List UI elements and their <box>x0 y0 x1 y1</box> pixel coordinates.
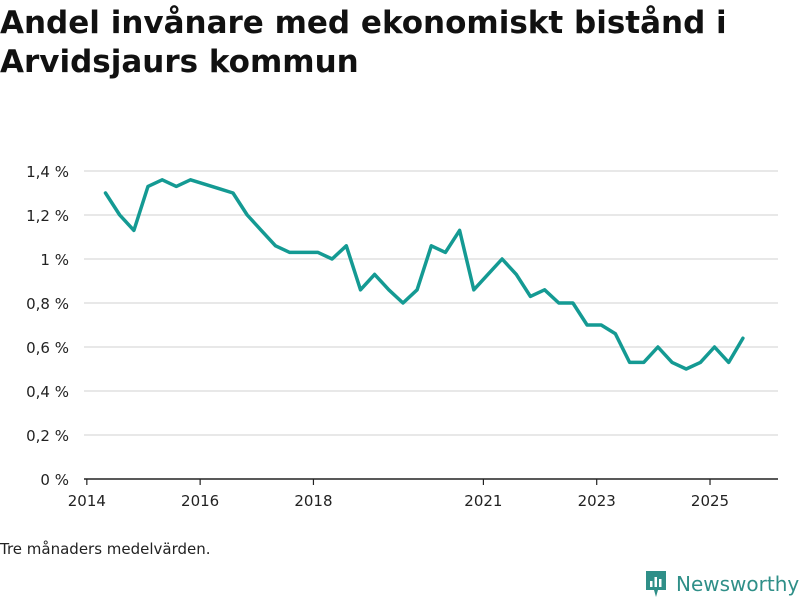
x-tick-label: 2023 <box>578 492 616 510</box>
data-point <box>302 251 306 254</box>
x-tick-label: 2021 <box>464 492 502 510</box>
y-tick-label: 0,2 % <box>26 427 69 445</box>
series-group <box>103 178 745 371</box>
data-point <box>600 323 603 327</box>
data-point <box>486 273 490 276</box>
y-axis: 0 % 0,2 % 0,4 % 0,6 % 0,8 % 1 % 1,2 % 1,4 % <box>26 163 69 489</box>
data-point <box>741 337 745 340</box>
data-point <box>444 251 447 254</box>
data-point <box>288 251 291 254</box>
data-point <box>699 361 702 364</box>
brand-logo[interactable]: Newsworthy <box>644 569 799 599</box>
data-point <box>359 288 362 291</box>
data-point <box>430 244 433 247</box>
series-line <box>103 178 745 371</box>
data-point <box>685 367 688 371</box>
data-point <box>515 273 518 276</box>
data-point <box>727 361 730 364</box>
data-point <box>330 257 334 261</box>
data-point <box>415 288 419 291</box>
chart-title: Andel invånare med ekonomiskt bistånd i … <box>0 5 727 80</box>
data-point <box>175 185 178 188</box>
data-point <box>146 185 150 188</box>
data-point <box>387 288 390 291</box>
y-tick-label: 0,6 % <box>26 339 69 357</box>
data-point <box>401 301 405 305</box>
y-tick-label: 1,2 % <box>26 207 69 225</box>
data-point <box>217 187 221 190</box>
data-point <box>628 361 631 364</box>
data-point <box>585 323 589 327</box>
data-point <box>642 361 645 364</box>
data-point <box>472 288 475 291</box>
y-tick-label: 0 % <box>40 471 69 489</box>
data-point <box>500 257 504 261</box>
data-point <box>656 345 660 349</box>
brand-name: Newsworthy <box>676 572 800 596</box>
x-axis: 2014 2016 2018 2021 2023 2025 <box>68 478 778 510</box>
newsworthy-logo-icon <box>646 571 666 597</box>
data-point <box>203 183 206 186</box>
y-tick-label: 1 % <box>40 251 69 269</box>
y-tick-label: 0,8 % <box>26 295 69 313</box>
data-point <box>458 229 461 232</box>
data-point <box>557 301 560 305</box>
data-point <box>260 229 263 232</box>
data-point <box>132 229 136 232</box>
data-point <box>345 244 348 247</box>
data-point <box>245 213 249 217</box>
data-point <box>316 251 320 254</box>
x-tick-label: 2018 <box>294 492 332 510</box>
x-tick-label: 2014 <box>68 492 106 510</box>
gridlines <box>84 170 778 436</box>
data-point <box>104 191 107 195</box>
data-point <box>160 178 164 181</box>
data-point <box>274 244 277 247</box>
data-point <box>614 332 617 335</box>
data-point <box>231 191 235 195</box>
y-tick-label: 1,4 % <box>26 163 69 181</box>
x-tick-label: 2025 <box>691 492 729 510</box>
data-point <box>529 295 532 298</box>
data-point <box>118 213 121 217</box>
data-point <box>373 273 376 276</box>
data-point <box>713 345 716 349</box>
line-chart: 0 % 0,2 % 0,4 % 0,6 % 0,8 % 1 % 1,2 % 1,4 % 201… <box>26 163 778 510</box>
footnote: Tre månaders medelvärden. <box>0 540 211 558</box>
data-point <box>670 361 674 364</box>
y-tick-label: 0,4 % <box>26 383 69 401</box>
data-point <box>543 288 546 291</box>
data-point <box>571 301 575 305</box>
x-tick-label: 2016 <box>181 492 219 510</box>
data-point <box>189 178 192 181</box>
